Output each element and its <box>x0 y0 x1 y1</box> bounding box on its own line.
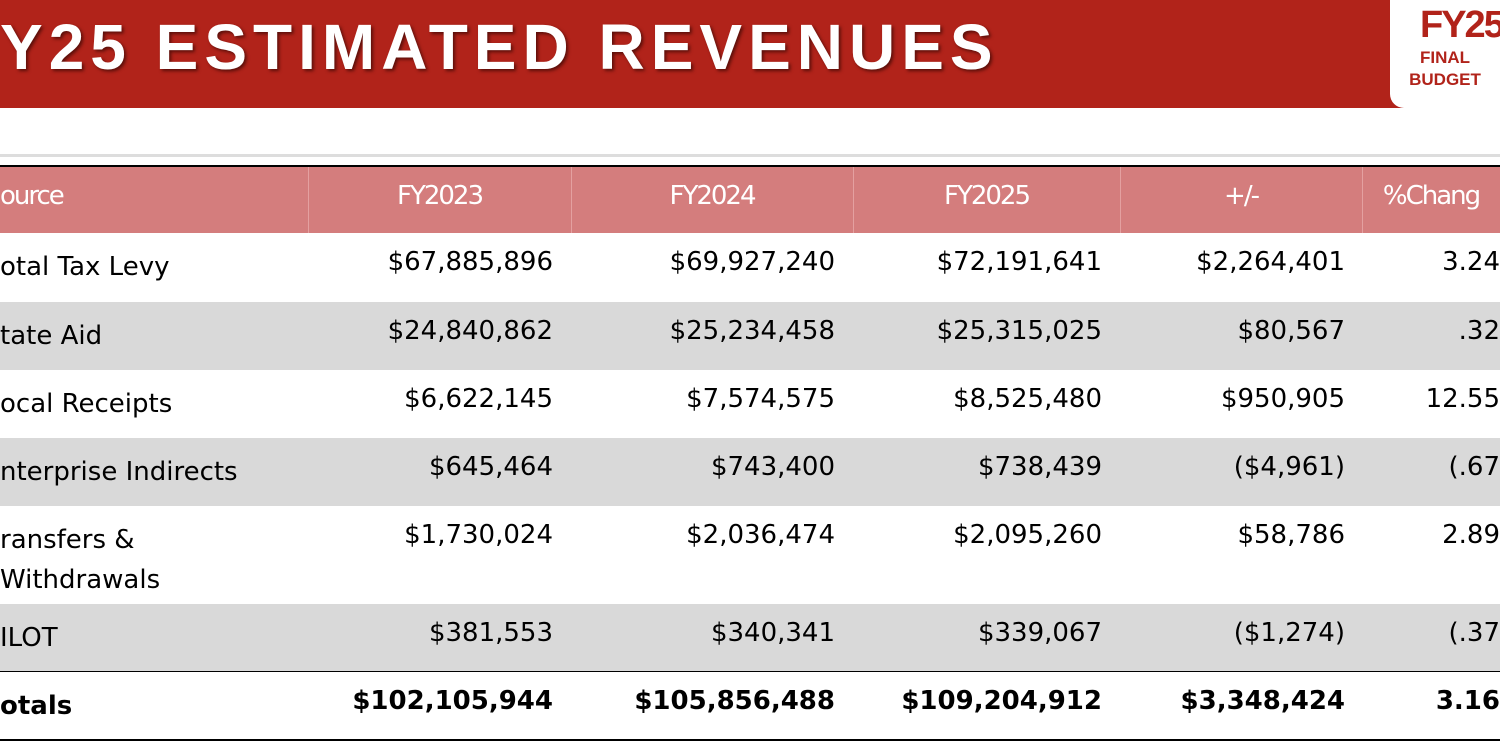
cell-value: .32 <box>1458 316 1500 346</box>
cell-value: $69,927,240 <box>669 247 835 277</box>
cell-value: $738,439 <box>977 452 1102 482</box>
badge-line: BUDGET <box>1409 70 1481 89</box>
rule <box>0 739 1500 741</box>
column-header: +/- <box>1224 181 1260 211</box>
col-divider <box>1362 167 1363 233</box>
totals-row: otals $102,105,944 $105,856,488 $109,204,91… <box>0 672 1500 740</box>
column-header: %Chang <box>1382 181 1481 211</box>
cell-value: $339,067 <box>977 618 1102 648</box>
cell-value: 3.24 <box>1442 247 1500 277</box>
cell-value: $7,574,575 <box>686 384 835 414</box>
header-row: ource FY2023 FY2024 FY2025 +/- %Chang <box>0 167 1500 233</box>
column-header: FY2023 <box>396 181 484 211</box>
cell-value: $25,315,025 <box>936 316 1102 346</box>
cell-value: $381,553 <box>428 618 553 648</box>
row-label: otals <box>0 691 73 721</box>
row-label: ILOT <box>0 623 58 653</box>
cell-value: $1,730,024 <box>404 520 553 550</box>
rule-light <box>0 154 1500 157</box>
data-row: tate Aid $24,840,862 $25,234,458 $25,315,02… <box>0 302 1500 370</box>
cell-value: $8,525,480 <box>953 384 1102 414</box>
cell-value: $340,341 <box>710 618 835 648</box>
cell-value: 2.89 <box>1442 520 1500 550</box>
cell-value: $743,400 <box>710 452 835 482</box>
column-header: FY2024 <box>669 181 756 211</box>
cell-value: ($1,274) <box>1233 618 1345 648</box>
cell-value: $109,204,912 <box>901 686 1102 716</box>
row-label: otal Tax Levy <box>0 252 170 282</box>
cell-value: 3.16 <box>1435 686 1500 716</box>
data-row: ransfers & Withdrawals $1,730,024 $2,036,4… <box>0 506 1500 604</box>
cell-value: $6,622,145 <box>404 384 553 414</box>
rule <box>0 165 1500 167</box>
cell-value: $102,105,944 <box>352 686 553 716</box>
badge-fy: FY25 <box>1420 4 1500 46</box>
cell-value: (.37 <box>1448 618 1500 648</box>
row-label: tate Aid <box>0 321 103 351</box>
cell-value: $2,264,401 <box>1196 247 1345 277</box>
row-label: nterprise Indirects <box>0 457 238 487</box>
cell-value: 12.55 <box>1425 384 1500 414</box>
data-row: ILOT $381,553 $340,341 $339,067 ($1,274) (.37 <box>0 604 1500 672</box>
cell-value: $950,905 <box>1220 384 1345 414</box>
col-divider <box>571 167 572 233</box>
cell-value: $2,095,260 <box>953 520 1102 550</box>
header-band: Y25 ESTIMATED REVENUES FY25 FINAL BUDGET <box>0 0 1500 108</box>
data-row: ocal Receipts $6,622,145 $7,574,575 $8,525,… <box>0 370 1500 438</box>
cell-value: ($4,961) <box>1233 452 1345 482</box>
col-divider <box>853 167 854 233</box>
column-header: ource <box>0 181 65 211</box>
cell-value: $2,036,474 <box>686 520 835 550</box>
col-divider <box>308 167 309 233</box>
cell-value: $3,348,424 <box>1180 686 1345 716</box>
data-row: otal Tax Levy $67,885,896 $69,927,240 $72,1… <box>0 233 1500 302</box>
title: Y25 ESTIMATED REVENUES <box>0 11 999 83</box>
row-label: ransfers & Withdrawals <box>0 525 161 595</box>
row-label: ocal Receipts <box>0 389 173 419</box>
cell-value: $24,840,862 <box>387 316 553 346</box>
badge: FY25 FINAL BUDGET <box>1390 0 1500 108</box>
column-header: FY2025 <box>943 181 1031 211</box>
cell-value: $645,464 <box>428 452 553 482</box>
cell-value: $67,885,896 <box>387 247 553 277</box>
col-divider <box>1120 167 1121 233</box>
cell-value: $25,234,458 <box>669 316 835 346</box>
cell-value: $58,786 <box>1237 520 1345 550</box>
cell-value: $105,856,488 <box>634 686 835 716</box>
data-row: nterprise Indirects $645,464 $743,400 $738,… <box>0 438 1500 506</box>
badge-line: FINAL <box>1419 48 1471 67</box>
cell-value: $80,567 <box>1237 316 1345 346</box>
cell-value: (.67 <box>1448 452 1500 482</box>
cell-value: $72,191,641 <box>936 247 1102 277</box>
